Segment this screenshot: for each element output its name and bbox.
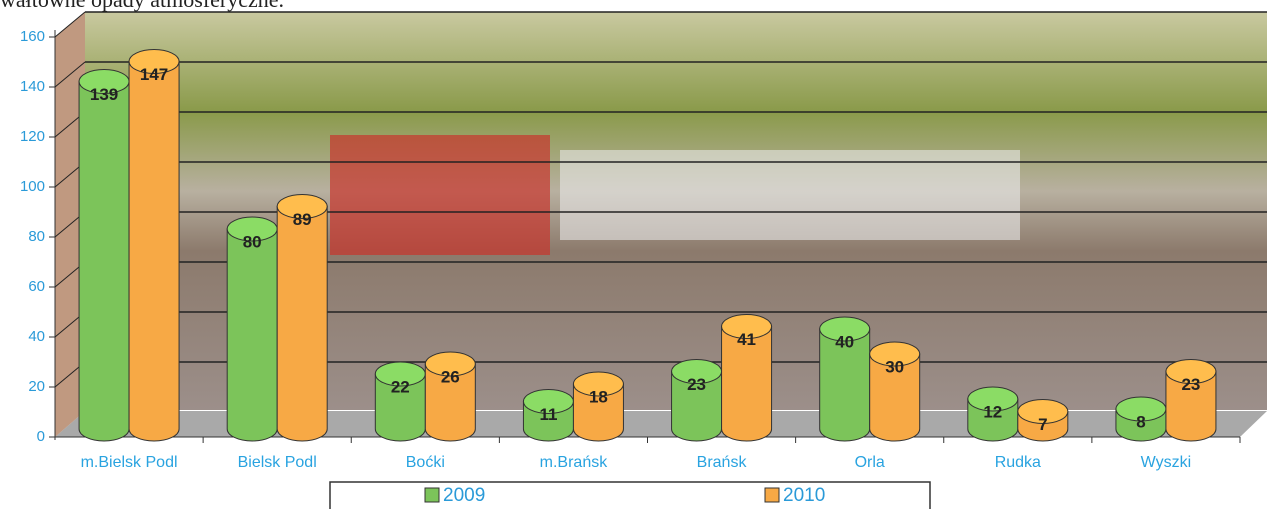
x-tick-label: Rudka — [995, 454, 1041, 471]
x-tick-label: Boćki — [406, 454, 445, 471]
data-label: 30 — [885, 357, 904, 376]
data-label: 147 — [140, 65, 168, 84]
bar-top — [276, 194, 328, 219]
background-photo — [560, 150, 1020, 240]
bar — [128, 61, 180, 442]
y-tick-label: 0 — [37, 428, 45, 445]
x-tick-label: m.Brańsk — [540, 454, 609, 471]
bar — [226, 228, 278, 442]
legend-swatch — [424, 487, 440, 503]
bar-top — [819, 316, 871, 342]
bar-top — [424, 351, 476, 377]
floor — [55, 411, 1267, 437]
y-tick-label: 140 — [20, 78, 45, 95]
y-tick-label: 160 — [20, 28, 45, 45]
bar-top — [1165, 359, 1217, 384]
y-tick-label: 100 — [20, 178, 45, 195]
background-photo — [330, 135, 550, 255]
y-tick-label: 20 — [28, 378, 45, 395]
bar-top — [1017, 399, 1069, 424]
x-tick-label: m.Bielsk Podl — [81, 454, 178, 471]
grid-line — [54, 11, 86, 38]
bar-top — [721, 314, 773, 339]
grid-line — [54, 61, 86, 88]
data-label: 22 — [391, 377, 410, 396]
data-label: 12 — [983, 402, 1002, 421]
x-tick-label: Bielsk Podl — [238, 454, 317, 471]
data-label: 11 — [539, 405, 557, 424]
data-label: 89 — [293, 210, 312, 229]
data-label: 26 — [441, 367, 460, 386]
page-text: wałtowne opady atmosferyczne. — [0, 0, 284, 12]
legend-label: 2009 — [443, 485, 485, 506]
data-label: 80 — [243, 232, 262, 251]
x-tick-label: Orla — [855, 454, 885, 471]
bar-top — [967, 386, 1019, 412]
x-tick-label: Brańsk — [697, 454, 748, 471]
data-label: 8 — [1136, 412, 1145, 431]
legend-swatch — [764, 487, 780, 503]
x-tick-label: Wyszki — [1141, 454, 1192, 471]
y-tick-label: 120 — [20, 128, 45, 145]
bar — [671, 371, 723, 442]
bar — [276, 206, 328, 442]
bar — [374, 373, 426, 442]
bar — [424, 363, 476, 442]
legend — [329, 481, 931, 509]
bar-top — [128, 49, 180, 74]
bar-top — [572, 371, 624, 397]
data-label: 41 — [737, 330, 756, 349]
data-label: 23 — [1181, 375, 1200, 394]
y-tick-label: 40 — [28, 328, 45, 345]
data-label: 23 — [687, 375, 706, 394]
data-label: 18 — [589, 387, 608, 406]
bar — [1165, 371, 1217, 442]
bar — [572, 383, 624, 442]
bar — [721, 326, 773, 442]
data-label: 40 — [835, 332, 854, 351]
bar — [869, 353, 921, 442]
y-tick-label: 80 — [28, 228, 45, 245]
data-label: 7 — [1038, 415, 1047, 434]
legend-box — [329, 481, 931, 509]
data-label: 139 — [90, 85, 118, 104]
y-tick-label: 60 — [28, 278, 45, 295]
bar — [78, 81, 130, 442]
legend-label: 2010 — [783, 485, 825, 506]
bar-top — [869, 341, 921, 367]
bar — [819, 328, 871, 442]
